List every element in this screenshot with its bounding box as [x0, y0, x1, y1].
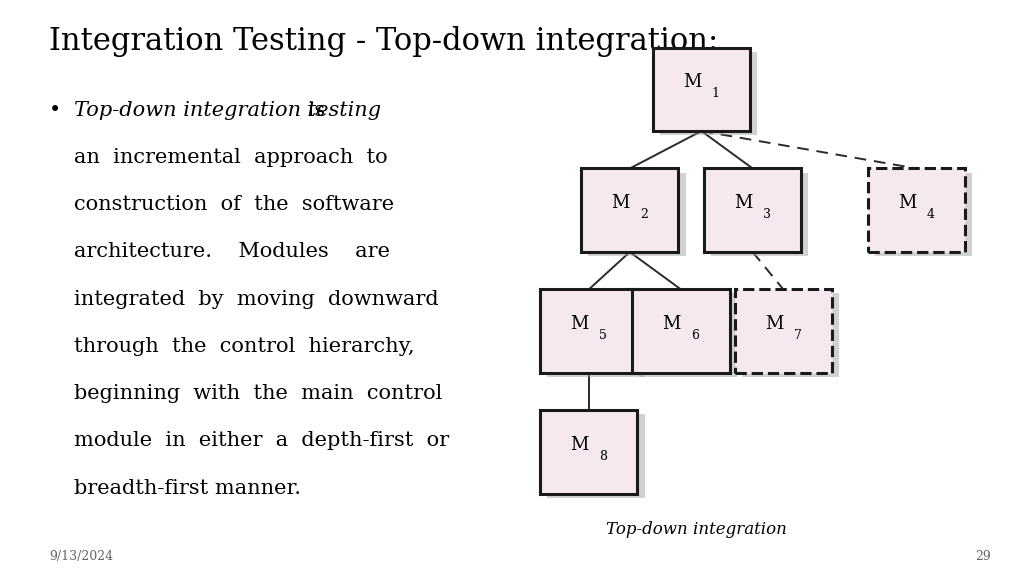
Text: 7: 7 — [794, 329, 802, 342]
Text: integrated  by  moving  downward: integrated by moving downward — [74, 290, 438, 309]
FancyBboxPatch shape — [582, 169, 678, 252]
FancyBboxPatch shape — [547, 294, 645, 377]
FancyBboxPatch shape — [541, 290, 637, 373]
Text: M: M — [570, 315, 589, 334]
FancyBboxPatch shape — [868, 169, 965, 252]
FancyBboxPatch shape — [711, 173, 809, 256]
Text: M: M — [734, 194, 753, 213]
FancyBboxPatch shape — [741, 294, 840, 377]
Text: 9/13/2024: 9/13/2024 — [49, 550, 114, 563]
FancyBboxPatch shape — [547, 415, 645, 498]
Text: an  incremental  approach  to: an incremental approach to — [74, 148, 387, 167]
Text: 29: 29 — [976, 550, 991, 563]
FancyBboxPatch shape — [874, 173, 973, 256]
Text: construction  of  the  software: construction of the software — [74, 195, 394, 214]
Text: 2: 2 — [640, 209, 648, 221]
Text: M: M — [683, 73, 701, 92]
FancyBboxPatch shape — [639, 294, 737, 377]
Text: 4: 4 — [927, 209, 935, 221]
Text: is: is — [301, 101, 326, 120]
FancyBboxPatch shape — [588, 173, 686, 256]
FancyBboxPatch shape — [705, 169, 801, 252]
Text: 5: 5 — [599, 329, 607, 342]
Text: Top-down integration testing: Top-down integration testing — [74, 101, 381, 120]
FancyBboxPatch shape — [735, 290, 831, 373]
Text: 8: 8 — [599, 450, 607, 463]
FancyBboxPatch shape — [633, 290, 729, 373]
Text: M: M — [570, 436, 589, 454]
Text: module  in  either  a  depth-first  or: module in either a depth-first or — [74, 431, 449, 450]
Text: 3: 3 — [763, 209, 771, 221]
Text: M: M — [663, 315, 681, 334]
Text: Integration Testing - Top-down integration:: Integration Testing - Top-down integrati… — [49, 26, 719, 57]
FancyBboxPatch shape — [653, 48, 750, 131]
Text: M: M — [611, 194, 630, 213]
FancyBboxPatch shape — [541, 410, 637, 494]
Text: •: • — [49, 101, 61, 120]
Text: architecture.    Modules    are: architecture. Modules are — [74, 242, 390, 262]
Text: 6: 6 — [691, 329, 699, 342]
Text: beginning  with  the  main  control: beginning with the main control — [74, 384, 442, 403]
Text: breadth-first manner.: breadth-first manner. — [74, 479, 301, 498]
Text: M: M — [898, 194, 916, 213]
Text: through  the  control  hierarchy,: through the control hierarchy, — [74, 337, 415, 356]
FancyBboxPatch shape — [660, 52, 758, 135]
Text: 1: 1 — [712, 88, 720, 100]
Text: M: M — [765, 315, 783, 334]
Text: Top-down integration: Top-down integration — [606, 521, 786, 539]
